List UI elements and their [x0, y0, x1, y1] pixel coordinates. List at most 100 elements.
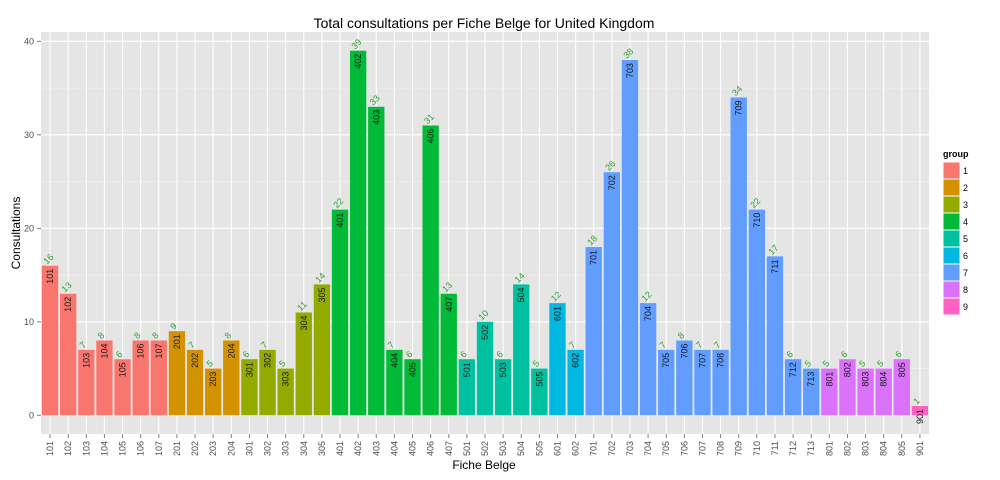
x-tick-label: 805: [897, 441, 907, 456]
legend-label: 4: [963, 217, 968, 227]
bar-category-label: 107: [154, 344, 164, 359]
bar-value-label: 7: [386, 340, 397, 351]
x-tick-label: 706: [679, 441, 689, 456]
bar-category-label: 104: [99, 344, 109, 359]
y-axis: 0 10 20 30 40: [24, 36, 41, 420]
bar: [422, 125, 439, 416]
legend-swatch: [942, 212, 961, 231]
bar-value-label: 8: [223, 330, 234, 341]
bar: [368, 106, 385, 416]
bar-value-label: 6: [404, 349, 415, 360]
bar-category-label: 708: [716, 353, 726, 368]
bar-category-label: 713: [806, 372, 816, 387]
bar: [567, 349, 584, 416]
x-tick-label: 710: [752, 441, 762, 456]
bar-value-label: 5: [205, 358, 216, 369]
bar: [114, 359, 131, 416]
bar: [857, 368, 874, 416]
bar: [694, 349, 711, 416]
x-tick-label: 101: [45, 441, 55, 456]
bar-category-label: 702: [607, 175, 617, 190]
x-tick-label: 301: [244, 441, 254, 456]
bar: [440, 293, 457, 416]
x-tick-label: 801: [824, 441, 834, 456]
bar: [839, 359, 856, 416]
bar: [349, 50, 367, 416]
x-tick-label: 702: [607, 441, 617, 456]
bar-value-label: 5: [531, 358, 542, 369]
bar: [78, 349, 95, 416]
x-tick-label: 705: [661, 441, 671, 456]
bar-value-label: 7: [712, 340, 723, 351]
y-tick-label: 30: [24, 130, 34, 140]
bar-category-label: 704: [643, 306, 653, 321]
legend-swatch: [942, 161, 961, 180]
legend-label: 8: [963, 285, 968, 295]
legend-label: 6: [963, 251, 968, 261]
bar: [803, 368, 820, 416]
bar-category-label: 204: [226, 344, 236, 359]
x-tick-label: 802: [842, 441, 852, 456]
bar-category-label: 303: [281, 372, 291, 387]
bar-value-label: 9: [168, 321, 179, 332]
bar-category-label: 105: [118, 362, 128, 377]
bar: [313, 284, 331, 416]
bar-value-label: 7: [78, 340, 89, 351]
bar-category-label: 805: [897, 362, 907, 377]
bar-category-label: 802: [842, 362, 852, 377]
bar: [60, 293, 77, 416]
bar-category-label: 406: [426, 128, 436, 143]
x-tick-label: 707: [697, 441, 707, 456]
bar: [585, 247, 602, 416]
x-tick-label: 703: [625, 441, 635, 456]
bar-category-label: 501: [462, 362, 472, 377]
legend-swatch: [942, 297, 961, 316]
bar: [458, 359, 476, 416]
bar: [658, 349, 675, 416]
x-tick-label: 711: [770, 441, 780, 455]
legend-title: group: [943, 149, 969, 159]
bar: [223, 340, 240, 416]
bar: [386, 349, 403, 416]
x-tick-label: 704: [643, 441, 653, 456]
x-axis-title: Fiche Belge: [452, 458, 516, 472]
bar-category-label: 203: [208, 372, 218, 387]
y-tick-label: 0: [29, 410, 34, 420]
bar-category-label: 305: [317, 287, 327, 302]
y-tick-label: 40: [24, 36, 34, 46]
bar-value-label: 8: [150, 330, 161, 341]
x-tick-label: 709: [734, 441, 744, 456]
x-tick-label: 501: [462, 441, 472, 456]
x-tick-label: 105: [118, 441, 128, 456]
x-tick-label: 502: [480, 441, 490, 456]
bar: [549, 303, 566, 416]
bar-category-label: 302: [263, 353, 273, 368]
x-tick-label: 202: [190, 441, 200, 456]
bar: [132, 340, 149, 416]
bar-category-label: 706: [679, 344, 689, 359]
bar-value-label: 7: [259, 340, 270, 351]
bar-value-label: 8: [676, 330, 687, 341]
x-tick-label: 407: [444, 441, 454, 456]
bar: [712, 349, 729, 416]
x-tick-label: 107: [154, 441, 164, 456]
legend-swatch: [942, 263, 961, 282]
legend: group 1 2 3 4 5 6 7 8 9: [942, 149, 969, 316]
bar: [603, 172, 621, 416]
x-tick-label: 304: [299, 441, 309, 456]
bar-value-label: 5: [821, 358, 832, 369]
bar-category-label: 712: [788, 362, 798, 377]
x-tick-label: 102: [63, 441, 73, 456]
x-tick-label: 401: [335, 441, 345, 456]
x-tick-label: 104: [99, 441, 109, 456]
bar-category-label: 404: [389, 353, 399, 368]
bar-category-label: 502: [480, 325, 490, 340]
bar-category-label: 405: [408, 362, 418, 377]
bar-category-label: 402: [353, 54, 363, 69]
bar: [476, 321, 494, 416]
bar-value-label: 5: [875, 358, 886, 369]
bar-category-label: 601: [552, 306, 562, 321]
bar-category-label: 710: [752, 213, 762, 228]
